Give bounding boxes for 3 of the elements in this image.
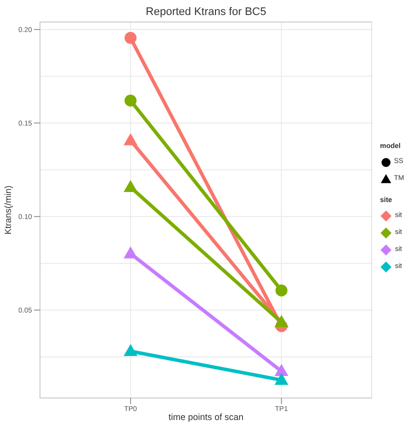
x-axis-title: time points of scan (168, 412, 244, 422)
chart-title: Reported Ktrans for BC5 (144, 6, 268, 18)
y-axis-title: Ktrans(/min) (3, 185, 14, 235)
